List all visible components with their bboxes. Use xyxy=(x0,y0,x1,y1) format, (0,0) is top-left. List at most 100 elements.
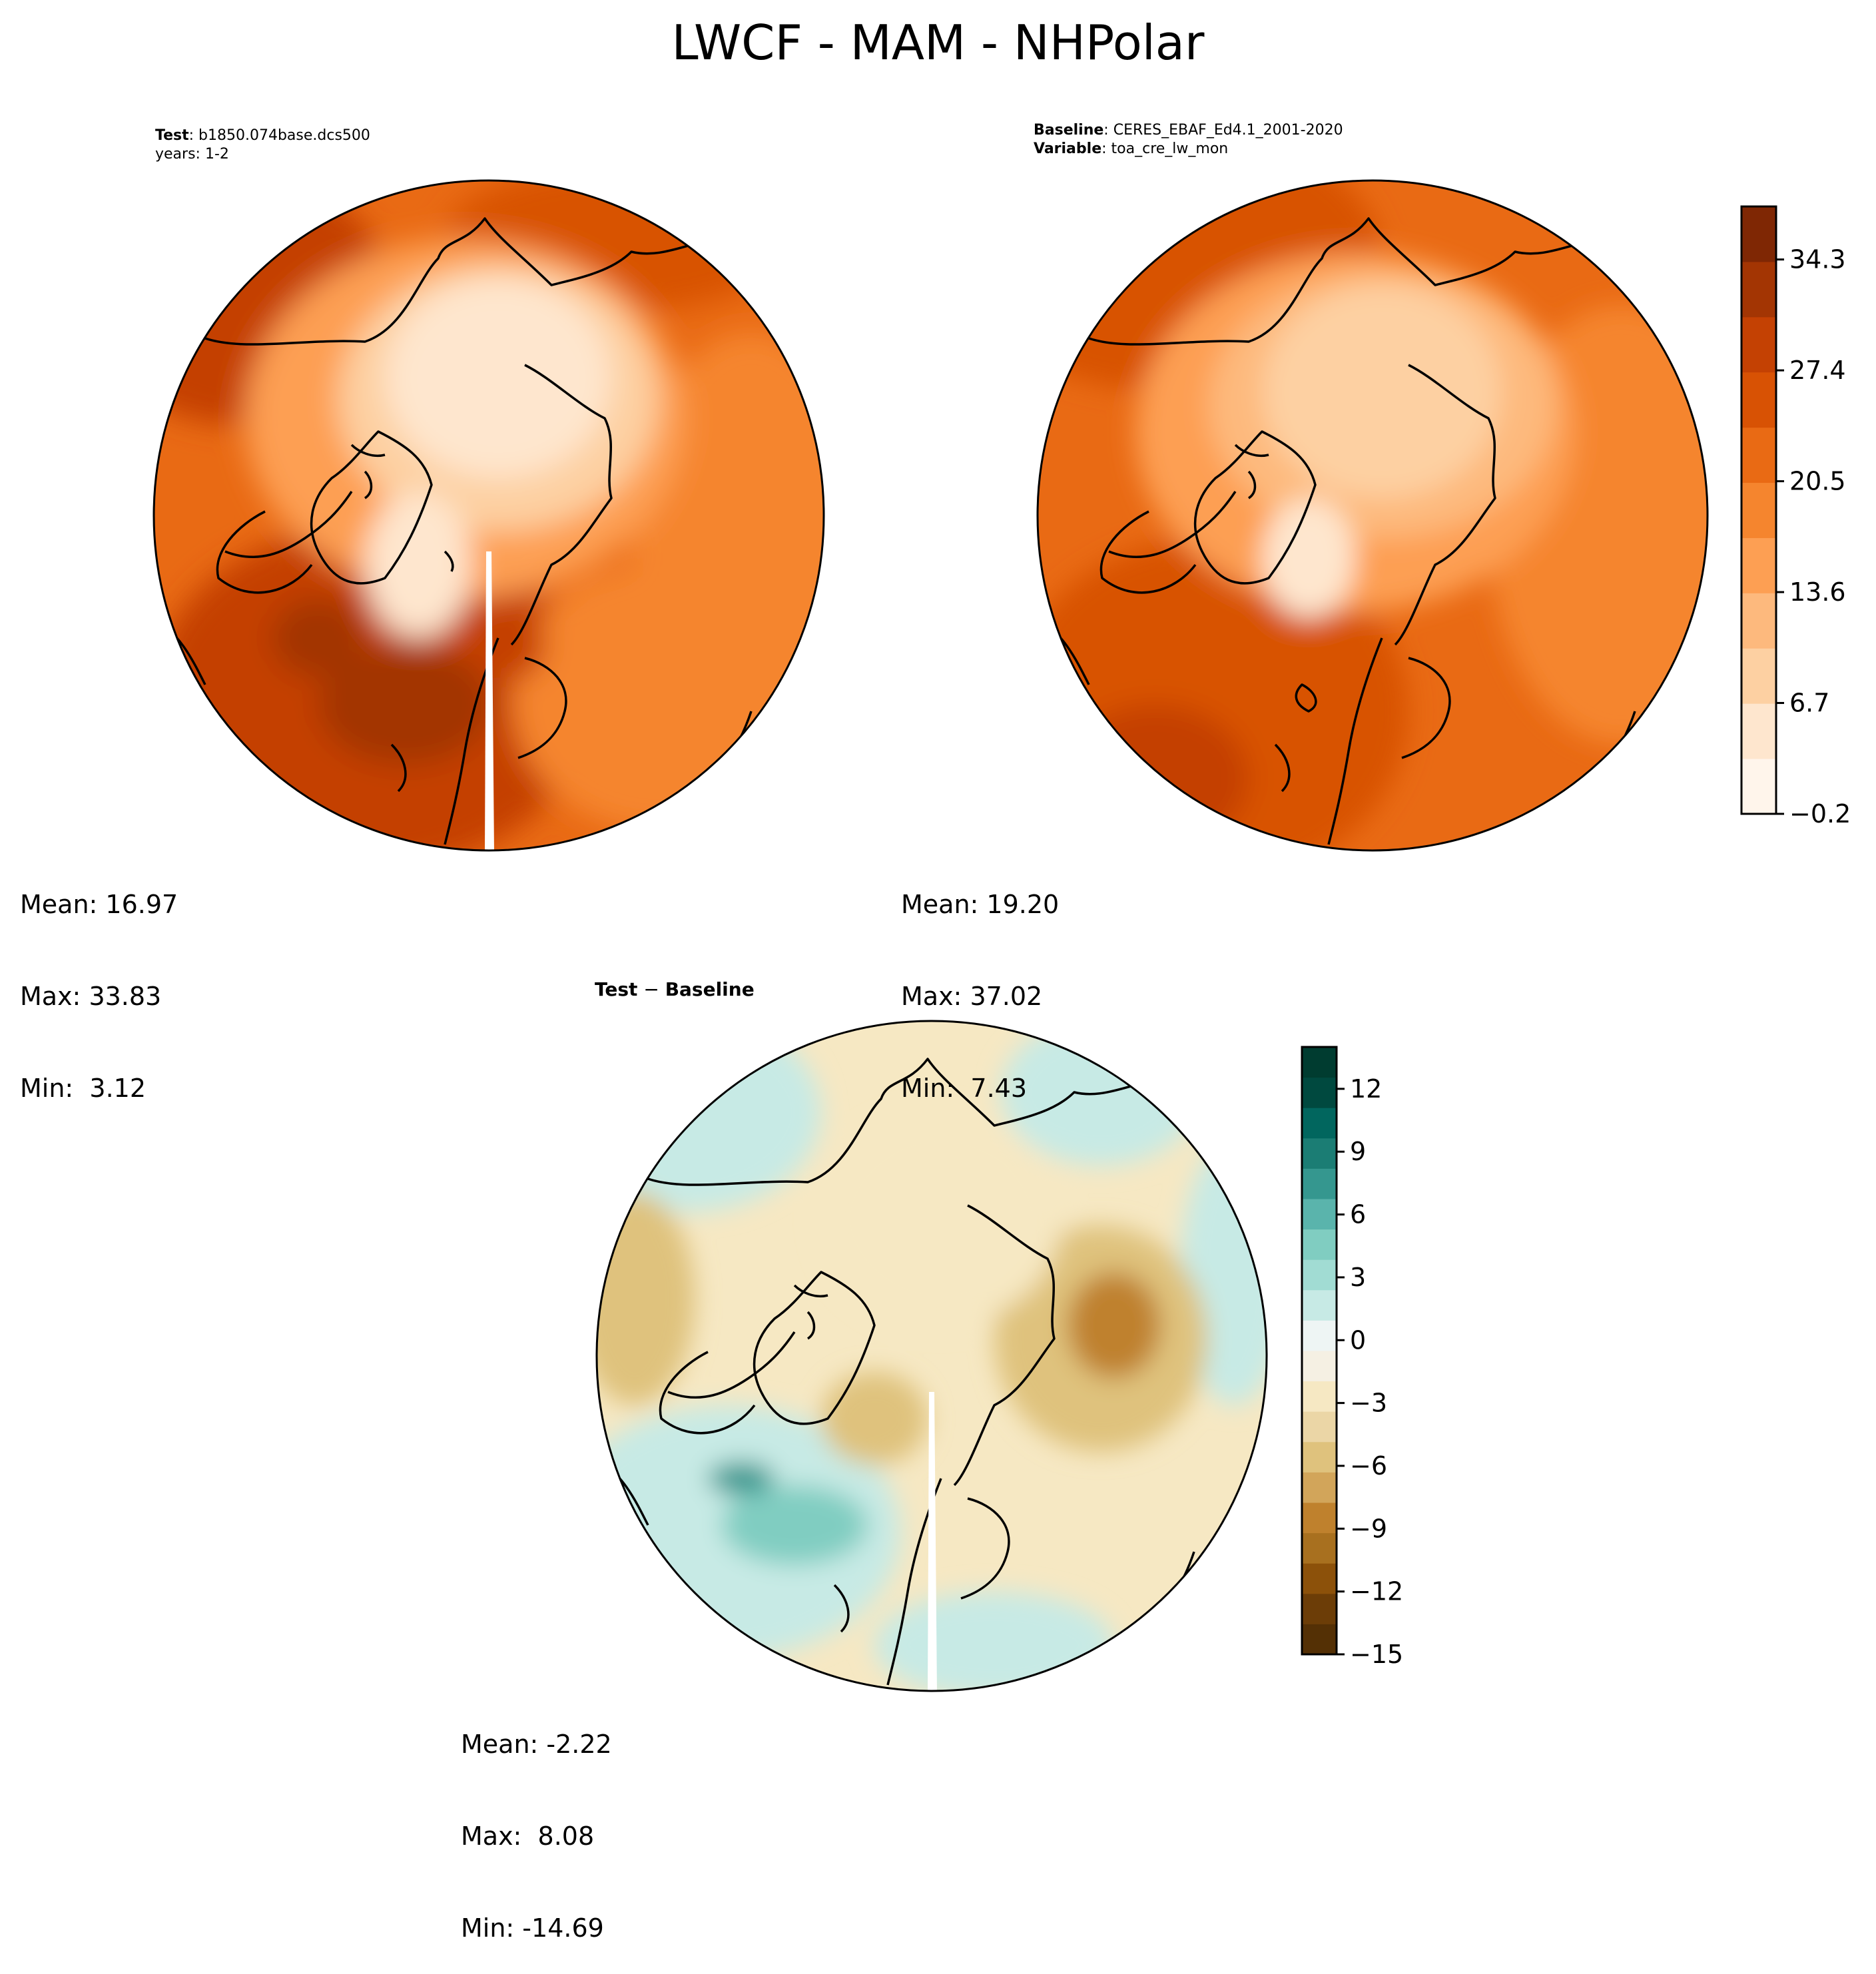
cbar-diff-band xyxy=(1302,1472,1337,1503)
cbar-main-tick-label: 13.6 xyxy=(1789,577,1846,607)
baseline-field-arctic-core xyxy=(1262,285,1502,498)
cbar-diff-tick-label: −9 xyxy=(1350,1514,1387,1543)
cbar-diff-tick-label: 3 xyxy=(1350,1263,1366,1292)
colorbar-diff-frame xyxy=(1301,1046,1338,1656)
baseline-field-atlantic-max xyxy=(1062,705,1249,850)
test-field-europe xyxy=(511,565,804,831)
cbar-diff-band xyxy=(1302,1259,1337,1291)
cbar-main-band xyxy=(1741,372,1776,428)
baseline-polar-map xyxy=(1036,179,1709,852)
cbar-diff-band xyxy=(1302,1593,1337,1624)
test-stats: Mean: 16.97 Max: 33.83 Min: 3.12 xyxy=(20,828,178,1134)
cbar-main-band xyxy=(1741,427,1776,484)
cbar-diff-tick-label: 12 xyxy=(1350,1074,1382,1104)
test-label: Test xyxy=(155,127,189,144)
diff-stats: Mean: -2.22 Max: 8.08 Min: -14.69 xyxy=(461,1668,612,1974)
baseline-min: Min: 7.43 xyxy=(901,1074,1027,1103)
diff-field-siberia-min xyxy=(1068,1272,1161,1379)
cbar-main-band xyxy=(1741,206,1776,262)
cbar-diff-band xyxy=(1302,1351,1337,1382)
test-map-border xyxy=(153,179,825,852)
cbar-diff-band xyxy=(1302,1077,1337,1108)
cbar-diff-band xyxy=(1302,1138,1337,1169)
cbar-main-band xyxy=(1741,703,1776,759)
cbar-diff-tick-label: 0 xyxy=(1350,1325,1366,1355)
cbar-main-tick-label: −0.2 xyxy=(1789,799,1851,828)
difference-polar-map xyxy=(595,1020,1268,1692)
test-mean: Mean: 16.97 xyxy=(20,890,178,919)
diff-coastlines xyxy=(597,1032,1195,1686)
cbar-diff-band xyxy=(1302,1108,1337,1139)
cbar-diff-band xyxy=(1302,1168,1337,1199)
cbar-diff-band xyxy=(1302,1229,1337,1260)
test-field-arctic-core xyxy=(385,278,611,478)
test-field-greenland xyxy=(365,492,471,638)
cbar-diff-tick-label: −3 xyxy=(1350,1389,1387,1418)
cbar-diff-band xyxy=(1302,1047,1337,1078)
baseline-map-border xyxy=(1036,179,1709,852)
diff-field-greenland xyxy=(821,1372,928,1465)
cbar-main-tick-label: 6.7 xyxy=(1789,689,1829,718)
cbar-diff-band xyxy=(1302,1563,1337,1594)
variable-label: Variable xyxy=(1034,141,1102,157)
cbar-main-band xyxy=(1741,759,1776,815)
cbar-main-band xyxy=(1741,537,1776,593)
baseline-max: Max: 37.02 xyxy=(901,982,1043,1011)
figure-title: LWCF - MAM - NHPolar xyxy=(671,15,1205,71)
diff-header: Test − Baseline xyxy=(595,980,755,999)
diff-missing-data-seam xyxy=(928,1392,937,1691)
diff-label-baseline: Baseline xyxy=(665,978,755,1000)
diff-map-border xyxy=(595,1020,1268,1692)
cbar-main-band xyxy=(1741,261,1776,318)
cbar-diff-band xyxy=(1302,1320,1337,1351)
test-years: years: 1-2 xyxy=(155,146,229,163)
cbar-diff-tick-label: −12 xyxy=(1350,1577,1403,1606)
test-header: Test: b1850.074base.dcs500 years: 1-2 xyxy=(155,127,370,163)
diff-field-atlantic-max xyxy=(721,1485,868,1565)
cbar-main-band xyxy=(1741,648,1776,704)
cbar-main-band xyxy=(1741,593,1776,649)
cbar-main-band xyxy=(1741,316,1776,373)
cbar-diff-tick-label: −6 xyxy=(1350,1451,1387,1480)
diff-mean: Mean: -2.22 xyxy=(461,1730,612,1759)
colorbar-main-frame xyxy=(1740,205,1777,815)
variable-name: toa_cre_lw_mon xyxy=(1111,141,1229,157)
cbar-main-tick-label: 34.3 xyxy=(1789,245,1846,274)
baseline-stats: Mean: 19.20 Max: 37.02 Min: 7.43 xyxy=(901,828,1059,1134)
test-field-labrador xyxy=(272,598,365,678)
baseline-case-name: CERES_EBAF_Ed4.1_2001-2020 xyxy=(1113,122,1343,139)
baseline-mean: Mean: 19.20 xyxy=(901,890,1060,919)
test-field-atlantic-max xyxy=(318,645,491,765)
cbar-diff-band xyxy=(1302,1411,1337,1443)
baseline-label: Baseline xyxy=(1034,122,1104,139)
diff-max: Max: 8.08 xyxy=(461,1821,595,1851)
cbar-diff-tick-label: 6 xyxy=(1350,1200,1366,1229)
test-coastlines xyxy=(154,191,753,845)
cbar-diff-band xyxy=(1302,1502,1337,1534)
baseline-header: Baseline: CERES_EBAF_Ed4.1_2001-2020 Var… xyxy=(1034,122,1343,157)
cbar-main-tick-label: 20.5 xyxy=(1789,467,1846,496)
cbar-diff-band xyxy=(1302,1532,1337,1564)
colorbar-diff: −15 −12 −9 −6 −3 0 3 6 9 12 xyxy=(1301,1046,1403,1669)
cbar-diff-band xyxy=(1302,1624,1337,1655)
cbar-diff-band xyxy=(1302,1381,1337,1412)
test-max: Max: 33.83 xyxy=(20,982,162,1011)
test-missing-data-seam xyxy=(485,551,494,850)
diff-field-arctic xyxy=(821,1112,1061,1325)
cbar-diff-tick-label: −15 xyxy=(1350,1640,1403,1669)
diff-label-test: Test xyxy=(595,978,638,1000)
colorbar-main: −0.2 6.7 13.6 20.5 27.4 34.3 xyxy=(1740,205,1851,828)
test-polar-map xyxy=(153,179,825,852)
cbar-diff-band xyxy=(1302,1199,1337,1230)
diff-separator: − xyxy=(637,978,665,1000)
diff-field-south xyxy=(874,1592,1114,1691)
cbar-main-tick-label: 27.4 xyxy=(1789,356,1846,385)
test-field-nordic xyxy=(491,611,545,678)
test-case-name: b1850.074base.dcs500 xyxy=(198,127,370,144)
cbar-diff-tick-label: 9 xyxy=(1350,1137,1366,1166)
cbar-diff-band xyxy=(1302,1289,1337,1321)
diff-field-labrador-max xyxy=(708,1462,775,1495)
baseline-field-greenland xyxy=(1262,498,1355,618)
test-min: Min: 3.12 xyxy=(20,1074,146,1103)
cbar-diff-band xyxy=(1302,1441,1337,1473)
